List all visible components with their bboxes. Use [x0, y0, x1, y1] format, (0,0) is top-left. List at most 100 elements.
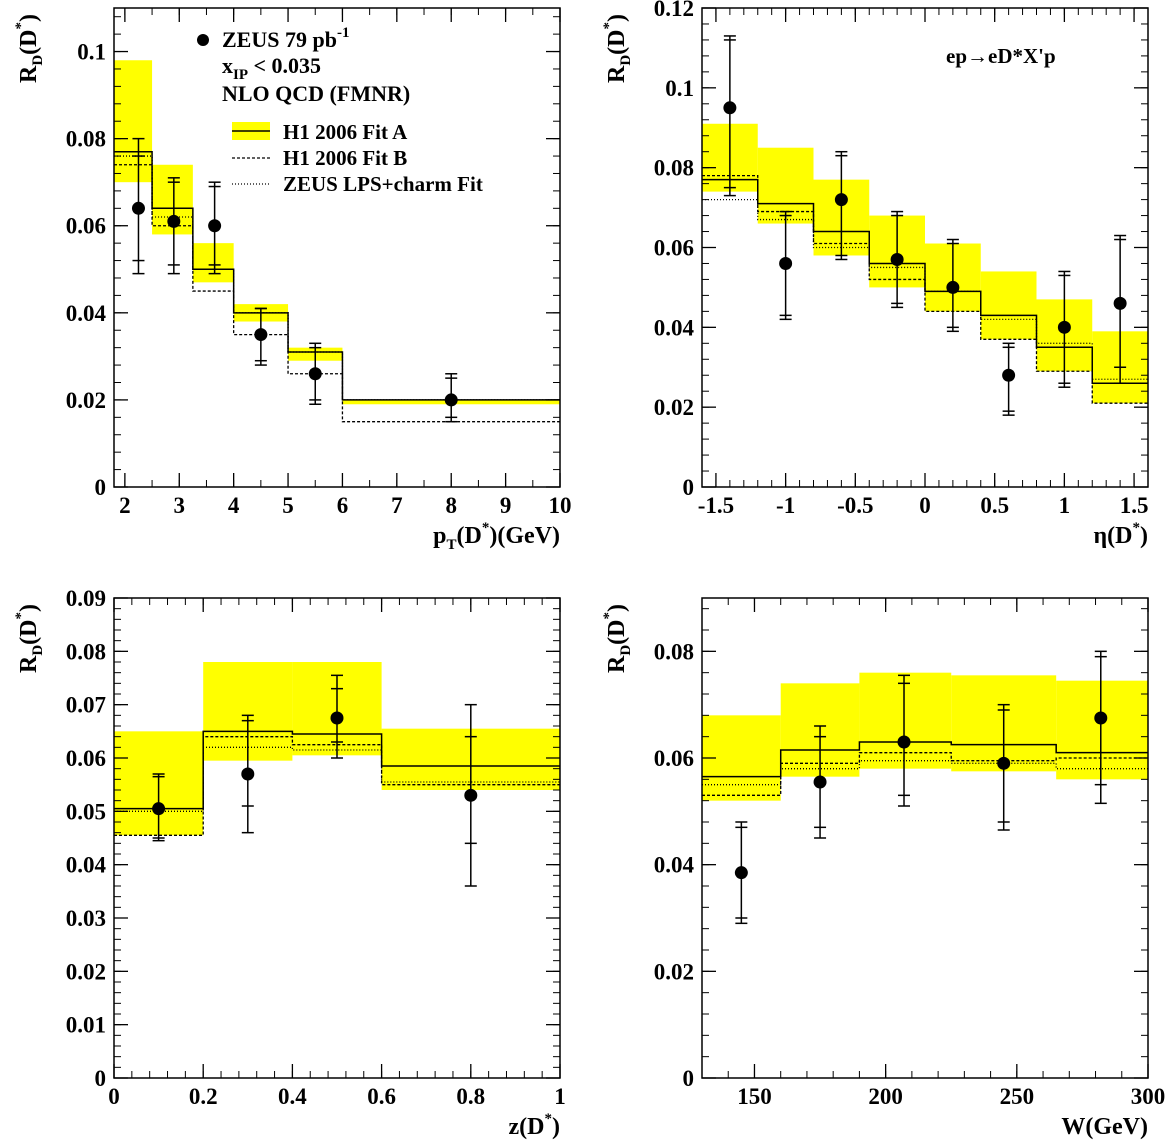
- legend-theory-label: NLO QCD (FMNR): [222, 81, 410, 106]
- legend-zeus-label: ZEUS LPS+charm Fit: [283, 172, 483, 196]
- legend: ZEUS 79 pb-1 xIP < 0.035 NLO QCD (FMNR) …: [197, 25, 483, 196]
- y-tick-label: 0.08: [66, 639, 106, 664]
- y-tick-label: 0.08: [654, 639, 694, 664]
- x-axis-label: pT(D*)(GeV): [433, 520, 560, 553]
- y-tick-label: 0.02: [66, 388, 106, 413]
- y-tick-label: 0.02: [654, 395, 694, 420]
- y-tick-label: 0.05: [66, 799, 106, 824]
- plot-frame: [113, 7, 561, 488]
- x-tick-label: 4: [228, 493, 240, 518]
- x-tick-label: 0.6: [367, 1084, 396, 1109]
- y-tick-label: 0.07: [66, 693, 106, 718]
- y-axis-label-group: RD(D*): [601, 604, 634, 673]
- fitA-line: [114, 730, 560, 810]
- x-tick-label: -0.5: [837, 493, 873, 518]
- x-tick-label: 1.5: [1120, 493, 1149, 518]
- data-point: [1057, 320, 1071, 334]
- data-point: [813, 775, 827, 789]
- y-tick-label: 0.03: [66, 906, 106, 931]
- y-tick-label: 0.06: [654, 746, 694, 771]
- x-tick-label: -1: [776, 493, 795, 518]
- data-point: [946, 280, 960, 294]
- x-tick-label: 5: [282, 493, 294, 518]
- data-point: [254, 328, 268, 342]
- data-point: [241, 767, 255, 781]
- band-bin: [192, 243, 234, 283]
- data-point: [444, 393, 458, 407]
- panel-w: 150 200 250 300 0 0.02 0.04 0.06 0.08 W(GeV) RD(D*…: [601, 597, 1166, 1140]
- x-tick-label: 2: [119, 493, 131, 518]
- x-tick-label: 1: [554, 1084, 566, 1109]
- data-point: [779, 256, 793, 270]
- x-tick-label: 0.2: [189, 1084, 218, 1109]
- x-tick-label: 0.5: [980, 493, 1009, 518]
- reaction-annotation: ep→eD*X'p: [946, 44, 1056, 68]
- y-tick-label: 0.06: [654, 236, 694, 261]
- data-point: [308, 367, 322, 381]
- data-point: [464, 788, 478, 802]
- data-point: [997, 756, 1011, 770]
- x-tick-label: 250: [1000, 1084, 1035, 1109]
- y-axis-label: RD(D*): [13, 604, 46, 673]
- fitB-line: [114, 736, 560, 836]
- panel-pt: 2 3 4 5 6 7 8 9 10 0 0.02 0.04 0.06 0.08 0.1 pT(D*)(GeV…: [13, 7, 572, 553]
- x-tick-label: 0: [919, 493, 931, 518]
- y-tick-label: 0.04: [654, 853, 695, 878]
- y-tick-label: 0.04: [66, 853, 107, 878]
- x-tick-label: 8: [445, 493, 457, 518]
- legend-data-label: ZEUS 79 pb-1: [222, 25, 349, 52]
- y-axis-label: RD(D*): [601, 604, 634, 673]
- data-point: [330, 711, 344, 725]
- x-tick-label: 0: [108, 1084, 120, 1109]
- data-point: [897, 735, 911, 749]
- x-tick-label: 200: [868, 1084, 903, 1109]
- panel-z: 0 0.2 0.4 0.6 0.8 1 0 0.01 0.02 0.03 0.04 0.05 0.06 0…: [13, 586, 566, 1140]
- y-tick-label: 0.06: [66, 214, 106, 239]
- y-axis-label-group: RD(D*): [601, 14, 634, 83]
- y-tick-label: 0.08: [654, 156, 694, 181]
- x-tick-label: 3: [174, 493, 186, 518]
- x-tick-label: 0.8: [456, 1084, 485, 1109]
- legend-fitB-label: H1 2006 Fit B: [283, 146, 407, 170]
- y-tick-label: 0.01: [66, 1013, 106, 1038]
- y-tick-label: 0: [683, 475, 695, 500]
- band-bin: [1056, 680, 1148, 780]
- legend-cut-label: xIP < 0.035: [222, 53, 321, 83]
- x-axis-label: W(GeV): [1061, 1114, 1148, 1140]
- y-axis-label: RD(D*): [13, 14, 46, 83]
- x-tick-label: 150: [737, 1084, 772, 1109]
- plot-frame: [113, 597, 561, 1079]
- x-axis-label: z(D*): [509, 1111, 560, 1140]
- y-tick-label: 0: [683, 1066, 695, 1091]
- data-point: [834, 193, 848, 207]
- y-tick-label: 0.02: [654, 959, 694, 984]
- y-axis-label-group: RD(D*): [13, 604, 46, 673]
- x-tick-label: 9: [500, 493, 512, 518]
- band-bin: [980, 271, 1037, 340]
- y-tick-label: 0.06: [66, 746, 106, 771]
- legend-data-marker: [197, 34, 209, 46]
- x-tick-label: -1.5: [698, 493, 734, 518]
- data-point: [152, 802, 166, 816]
- data-point: [1002, 368, 1016, 382]
- x-tick-label: 6: [337, 493, 349, 518]
- y-tick-label: 0.02: [66, 959, 106, 984]
- plot-frame: [701, 597, 1149, 1079]
- data-point: [131, 201, 145, 215]
- fitA-line: [114, 150, 560, 401]
- y-tick-label: 0.1: [77, 40, 106, 65]
- data-point: [167, 214, 181, 228]
- data-point: [734, 866, 748, 880]
- band-bin: [859, 672, 952, 769]
- x-tick-label: 10: [549, 493, 572, 518]
- y-axis-label: RD(D*): [601, 14, 634, 83]
- x-tick-label: 300: [1131, 1084, 1166, 1109]
- data-point: [890, 252, 904, 266]
- data-point: [1113, 296, 1127, 310]
- fitB-line: [702, 752, 1148, 796]
- x-tick-label: 1: [1059, 493, 1071, 518]
- data-point: [723, 101, 737, 115]
- y-axis-label-group: RD(D*): [13, 14, 46, 83]
- x-tick-label: 0.4: [278, 1084, 307, 1109]
